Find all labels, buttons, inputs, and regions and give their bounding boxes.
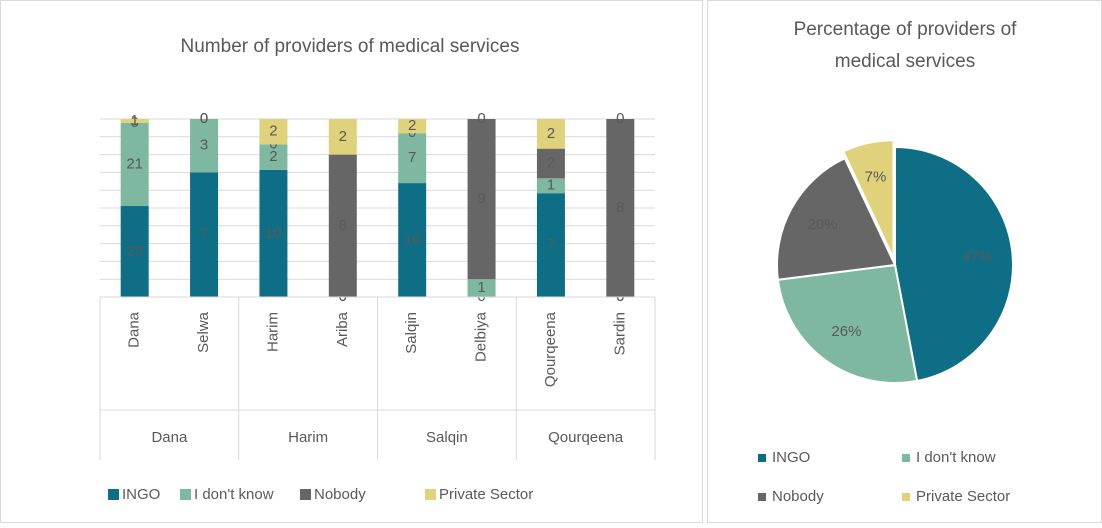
x-tick-label: Delbiya [473, 311, 490, 362]
x-tick-label: Qourqeena [542, 311, 559, 387]
legend-swatch [902, 493, 910, 501]
bar-segment [259, 119, 288, 145]
data-label: 26% [831, 323, 861, 340]
bar-segment [120, 122, 149, 207]
x-tick-label: Salqin [403, 312, 420, 354]
legend-swatch [902, 454, 910, 462]
data-label: 2 [269, 123, 277, 140]
data-label: 0 [200, 110, 208, 127]
x-tick-label: Harim [264, 312, 281, 352]
legend-swatch [758, 493, 766, 501]
data-label: 0 [477, 110, 485, 127]
x-tick-label: Dana [126, 311, 143, 348]
data-label: 3 [200, 137, 208, 154]
pie-slice [894, 145, 1014, 383]
data-label: 2 [547, 125, 555, 142]
bar-segment [328, 154, 357, 297]
group-label: Harim [288, 429, 328, 446]
x-tick-label: Selwa [195, 311, 212, 353]
data-label: 7 [547, 236, 555, 253]
data-label: 2 [339, 128, 347, 145]
bar-segment [259, 169, 288, 297]
bar-segment [467, 279, 496, 297]
data-label: 7 [408, 149, 416, 166]
legend-swatch [425, 489, 436, 500]
data-label: 0 [616, 110, 624, 127]
data-label: 8 [616, 199, 624, 216]
legend-swatch [108, 489, 119, 500]
data-label: 21 [126, 155, 143, 172]
legend-label: I don't know [194, 486, 274, 503]
data-label: 16 [404, 231, 421, 248]
data-label: 10 [265, 224, 282, 241]
pie-slice [776, 263, 919, 384]
legend-label: INGO [772, 449, 810, 466]
data-label: 2 [269, 148, 277, 165]
bar-segment [606, 119, 635, 297]
legend-label: Private Sector [439, 486, 533, 503]
x-tick-label: Sardin [611, 312, 628, 355]
legend-swatch [180, 489, 191, 500]
bar-segment [120, 206, 149, 297]
legend-label: Nobody [772, 488, 824, 505]
chart-title: Number of providers of medical services [181, 36, 520, 57]
bar-segment [398, 133, 427, 184]
bar-segment [467, 119, 496, 280]
pie-slice [841, 139, 895, 259]
data-label: 9 [477, 190, 485, 207]
chart-title: Percentage of providers of medical servic… [794, 19, 1018, 72]
data-label: 7% [865, 169, 887, 186]
legend-label: Private Sector [916, 488, 1010, 505]
bar-segment [536, 119, 565, 149]
data-label: 1 [477, 279, 485, 296]
data-label: 47% [962, 248, 992, 265]
legend-swatch [300, 489, 311, 500]
legend-label: I don't know [916, 449, 996, 466]
bar-segment [536, 148, 565, 179]
bar-segment [328, 119, 357, 155]
data-label: 8 [339, 217, 347, 234]
bar-segment [190, 119, 219, 173]
group-label: Dana [151, 429, 188, 446]
bar-segment [120, 119, 149, 123]
bar-segment [536, 193, 565, 297]
data-label: 23 [126, 242, 143, 259]
data-label: 2 [408, 117, 416, 134]
group-label: Qourqeena [548, 429, 624, 446]
legend-label: Nobody [314, 486, 366, 503]
data-label: 1 [131, 112, 139, 129]
bar-segment [190, 172, 219, 297]
bar-segment [398, 119, 427, 134]
bar-segment [536, 178, 565, 194]
data-label: 1 [547, 177, 555, 194]
bar-segment [259, 144, 288, 170]
legend-swatch [758, 454, 766, 462]
group-label: Salqin [426, 429, 468, 446]
data-label: 20% [808, 216, 838, 233]
bar-segment [398, 183, 427, 297]
data-label: 2 [547, 154, 555, 171]
pie-slice [776, 156, 897, 281]
data-label: 0 [200, 110, 208, 127]
x-tick-label: Ariba [334, 311, 351, 347]
data-label: 7 [200, 226, 208, 243]
legend-label: INGO [122, 486, 160, 503]
